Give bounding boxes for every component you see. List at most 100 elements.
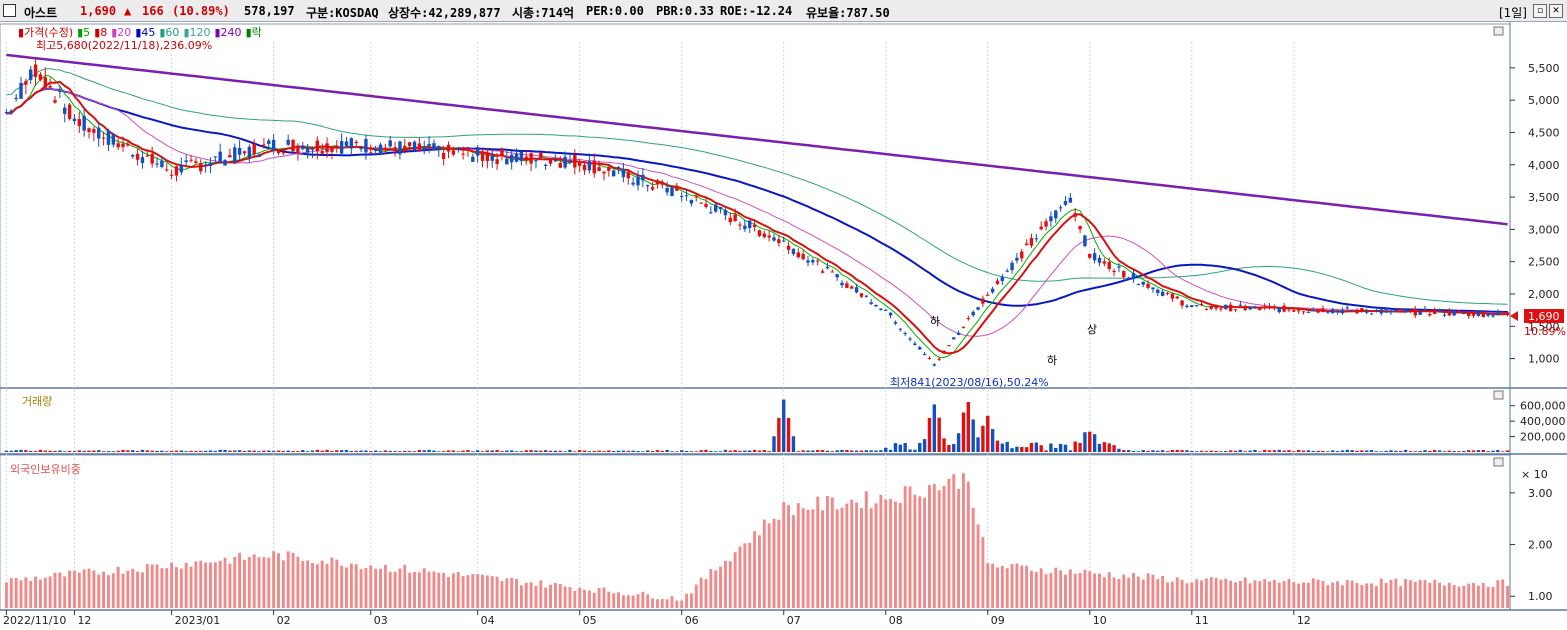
- candle-body: [937, 358, 941, 360]
- volume-bar: [1501, 451, 1505, 452]
- restore-icon[interactable]: ▫: [1533, 4, 1547, 18]
- candle-body: [1262, 306, 1267, 308]
- volume-bar: [354, 450, 358, 452]
- volume-bar: [126, 450, 130, 452]
- candle-body: [966, 318, 971, 320]
- volume-bar: [1360, 450, 1364, 452]
- candle-body: [1160, 291, 1165, 296]
- candle-body: [165, 169, 169, 171]
- volume-bar: [140, 449, 145, 452]
- foreign-ratio-bar: [670, 596, 674, 608]
- volume-bar: [1126, 450, 1131, 452]
- candle-body: [1190, 305, 1194, 307]
- candle-body: [1058, 207, 1063, 209]
- volume-bar: [427, 449, 431, 452]
- volume-bar: [956, 433, 961, 452]
- foreign-ratio-bar: [1200, 580, 1203, 608]
- foreign-ratio-bar: [1248, 583, 1252, 608]
- foreign-ratio-bar: [529, 582, 533, 608]
- foreign-ratio-bar: [782, 501, 786, 608]
- stock-chart[interactable]: 5,500 5,000 4,500 4,000 3,500 3,000 2,500 2,000…: [0, 22, 1567, 630]
- candle-body: [480, 152, 485, 161]
- candle-body: [1122, 271, 1126, 277]
- volume-bar: [1432, 449, 1437, 452]
- volume-bar: [1029, 442, 1034, 452]
- foreign-ratio-bar: [1384, 582, 1388, 608]
- candle-body: [422, 146, 426, 151]
- volume-bar: [976, 437, 980, 452]
- foreign-ratio-bar: [1204, 578, 1208, 608]
- foreign-ratio-bar: [1122, 574, 1126, 608]
- volume-bar: [1170, 449, 1175, 452]
- volume-bar: [665, 449, 669, 452]
- candle-body: [58, 91, 62, 93]
- candle-body: [918, 347, 922, 350]
- candle-body: [1136, 283, 1141, 285]
- foreign-ratio-bar: [592, 592, 596, 608]
- candle-body: [616, 167, 621, 169]
- foreign-ratio-bar: [179, 568, 183, 608]
- foreign-ratio-bar: [515, 578, 518, 608]
- period-selector[interactable]: [1일]: [1498, 6, 1527, 20]
- candle-body: [228, 155, 232, 158]
- candle-body: [859, 293, 864, 297]
- candle-body: [801, 254, 805, 260]
- foreign-ratio-bar: [646, 594, 650, 608]
- volume-bar: [1428, 451, 1432, 452]
- foreign-ratio-bar: [1170, 581, 1174, 608]
- volume-bar: [777, 417, 781, 452]
- volume-bar: [1024, 447, 1029, 452]
- volume-bar: [772, 436, 776, 452]
- candle-body: [121, 143, 125, 148]
- volume-bar: [650, 451, 655, 452]
- candle-body: [1088, 253, 1092, 258]
- price-axis-label: 3,000: [1528, 223, 1560, 236]
- foreign-ratio-bar: [408, 572, 412, 608]
- candle-body: [942, 350, 946, 354]
- foreign-ratio-bar: [330, 557, 334, 608]
- foreign-ratio-bar: [92, 570, 96, 608]
- volume-bar: [1413, 451, 1417, 452]
- volume-bar: [611, 450, 616, 452]
- volume-bar: [1481, 449, 1485, 452]
- volume-bar: [325, 449, 329, 452]
- foreign-ratio-bar: [680, 600, 684, 608]
- price-axis-label: 2,500: [1528, 256, 1560, 269]
- volume-bar: [97, 450, 101, 452]
- candle-body: [82, 116, 86, 131]
- candle-body: [699, 202, 703, 204]
- foreign-ratio-bar: [869, 508, 873, 608]
- foreign-ratio-bar: [651, 598, 655, 608]
- select-checkbox[interactable]: [3, 4, 16, 17]
- candle-body: [675, 185, 679, 191]
- foreign-ratio-bar: [495, 576, 499, 608]
- foreign-ratio-bar: [757, 535, 761, 608]
- foreign-ratio-bar: [1491, 586, 1495, 608]
- volume-bar: [203, 450, 208, 452]
- candle-body: [602, 171, 606, 174]
- volume-bar: [456, 451, 460, 452]
- volume-bar: [4, 450, 9, 452]
- candle-body: [296, 145, 300, 153]
- foreign-ratio-bar: [908, 486, 912, 608]
- foreign-ratio-bar: [364, 567, 368, 608]
- volume-bar: [184, 451, 188, 452]
- date-axis-label: 10: [1093, 614, 1107, 627]
- candle-body: [417, 143, 422, 152]
- volume-bar: [762, 450, 766, 452]
- volume-bar: [796, 451, 800, 452]
- ma120-line: [6, 68, 1508, 305]
- close-icon[interactable]: ✕: [1549, 4, 1563, 18]
- foreign-ratio-bar: [1000, 565, 1004, 608]
- candle-body: [349, 138, 354, 149]
- foreign-ratio-bar: [602, 587, 606, 608]
- price-axis-label: 3,500: [1528, 191, 1560, 204]
- candle-body: [986, 294, 990, 296]
- volume-bar: [558, 450, 562, 452]
- candle-body: [976, 307, 980, 310]
- candle-body: [1505, 312, 1510, 316]
- volume-bar: [208, 450, 213, 452]
- volume-bar: [1471, 450, 1476, 452]
- foreign-ratio-bar: [136, 571, 140, 608]
- foreign-ratio-bar: [291, 552, 295, 608]
